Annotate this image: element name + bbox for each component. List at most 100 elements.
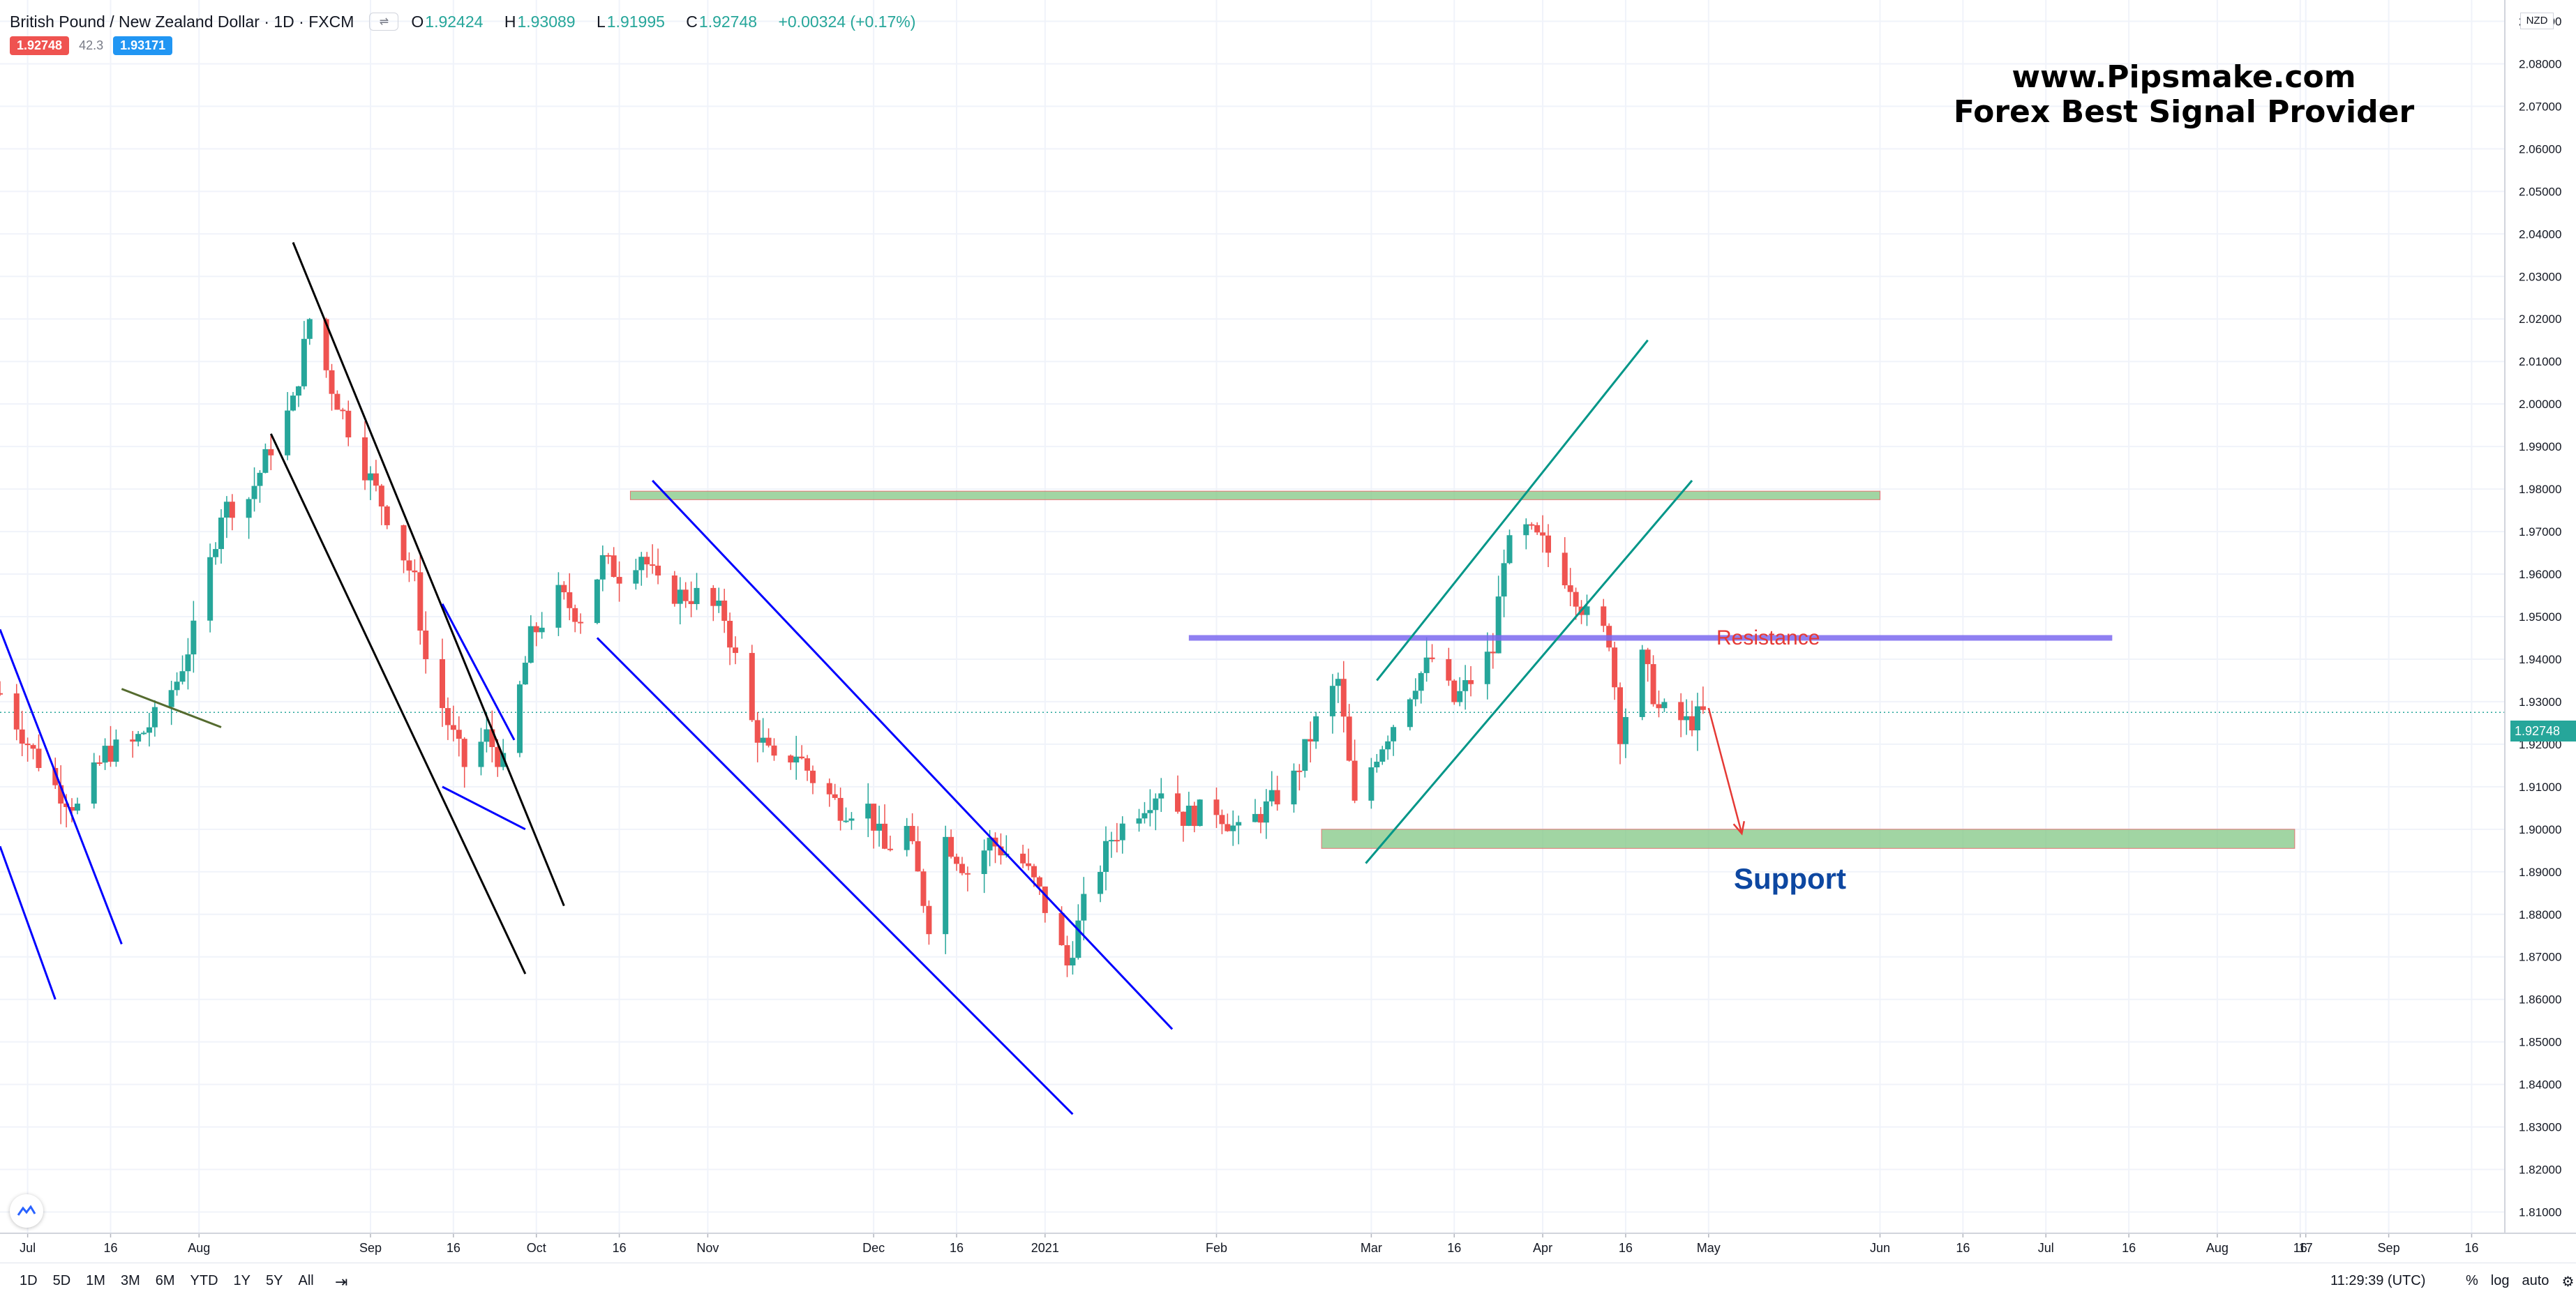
range-1m-button[interactable]: 1M <box>86 1273 105 1288</box>
candle-body <box>1020 853 1026 864</box>
candle-body <box>843 820 849 822</box>
symbol-title[interactable]: British Pound / New Zealand Dollar · 1D … <box>10 12 354 31</box>
candle-body <box>130 739 136 742</box>
range-6m-button[interactable]: 6M <box>155 1273 175 1288</box>
x-tick-label: 16 <box>1956 1241 1970 1255</box>
candle-body <box>295 386 301 396</box>
x-tick-label: Nov <box>696 1241 719 1255</box>
candle-body <box>655 565 661 576</box>
candle-body <box>384 506 390 525</box>
candle-body <box>185 654 191 672</box>
candle-body <box>174 682 180 691</box>
candle-body <box>1114 840 1120 842</box>
candle-body <box>644 557 650 565</box>
candle-body <box>141 732 147 735</box>
watermark: www.Pipsmake.com Forex Best Signal Provi… <box>1891 60 2477 130</box>
tradingview-logo-button[interactable] <box>10 1194 43 1228</box>
price-chart[interactable]: 1.81000 1.82000 1.83000 1.84000 1.85000 1.860… <box>0 0 2576 1263</box>
range-1d-button[interactable]: 1D <box>20 1273 38 1288</box>
candle-body <box>694 587 700 604</box>
trend-line <box>1376 339 1649 682</box>
candle-body <box>1506 535 1513 564</box>
candle-body <box>727 621 733 648</box>
candle-body <box>765 737 772 746</box>
candle-body <box>1622 716 1628 744</box>
candle-body <box>998 846 1004 856</box>
support-zone <box>1321 829 2296 849</box>
candle-body <box>63 803 70 807</box>
range-all-button[interactable]: All <box>298 1273 314 1288</box>
candle-body <box>223 502 230 518</box>
settings-gear-icon[interactable]: ⚙ <box>2561 1274 2575 1290</box>
candle-body <box>1412 691 1418 700</box>
candle-body <box>1545 535 1551 553</box>
candle-body <box>638 557 645 571</box>
candle-body <box>1197 799 1203 827</box>
candle-body <box>1302 739 1308 771</box>
candle-body <box>1340 679 1347 717</box>
candle-body <box>1185 806 1192 826</box>
sell-price-badge[interactable]: 1.92748 <box>10 36 70 55</box>
y-tick-label: 2.01000 <box>2519 355 2561 368</box>
candle-body <box>340 409 346 412</box>
y-tick-label: 2.05000 <box>2519 185 2561 198</box>
trend-line <box>292 241 565 907</box>
go-to-date-icon[interactable]: ⇥ <box>335 1273 348 1290</box>
candle-body <box>555 585 562 628</box>
trend-line <box>441 603 516 741</box>
candle-body <box>58 785 64 804</box>
candle-body <box>1374 761 1380 768</box>
candle-body <box>865 804 871 819</box>
candle-body <box>561 585 567 593</box>
candle-body <box>671 575 677 604</box>
candle-body <box>1230 825 1236 831</box>
candle-body <box>1567 585 1573 592</box>
y-tick-label: 1.85000 <box>2519 1036 2561 1049</box>
y-tick-label: 1.82000 <box>2519 1164 2561 1177</box>
range-3m-button[interactable]: 3M <box>120 1273 140 1288</box>
candle-body <box>69 806 75 811</box>
auto-scale-button[interactable]: auto <box>2522 1273 2549 1288</box>
watermark-url: www.Pipsmake.com <box>2012 59 2356 95</box>
candle-body <box>13 693 20 730</box>
buy-price-badge[interactable]: 1.93171 <box>113 36 173 55</box>
candle-body <box>1457 691 1463 702</box>
range-1y-button[interactable]: 1Y <box>233 1273 251 1288</box>
candle-body <box>799 756 805 759</box>
trend-line <box>0 628 123 944</box>
candle-body <box>484 729 490 742</box>
y-tick-label: 1.84000 <box>2519 1078 2561 1092</box>
candle-body <box>1689 716 1695 731</box>
axes: 1.81000 1.82000 1.83000 1.84000 1.85000 1.860… <box>0 0 2576 1255</box>
candle-body <box>1429 657 1435 659</box>
candles <box>0 317 1706 977</box>
candle-body <box>257 472 263 486</box>
candle-body <box>527 626 534 663</box>
x-tick-label: Jun <box>1870 1241 1890 1255</box>
candle-body <box>964 873 971 875</box>
compare-toggle[interactable]: ⇌ <box>369 13 399 31</box>
candle-body <box>733 647 739 654</box>
range-5d-button[interactable]: 5D <box>52 1273 71 1288</box>
candle-body <box>788 755 794 763</box>
candle-body <box>1064 944 1070 966</box>
range-ytd-button[interactable]: YTD <box>190 1273 218 1288</box>
candle-body <box>400 525 407 561</box>
candle-body <box>1274 790 1280 805</box>
y-tick-label: 1.91000 <box>2519 781 2561 794</box>
candle-body <box>1158 793 1165 799</box>
symbol-header: British Pound / New Zealand Dollar · 1D … <box>10 10 924 33</box>
candle-body <box>611 555 617 578</box>
x-tick-label: Aug <box>2206 1241 2229 1255</box>
percent-scale-button[interactable]: % <box>2466 1273 2478 1288</box>
candle-body <box>909 826 915 841</box>
candle-body <box>771 745 777 756</box>
candle-body <box>1694 706 1700 731</box>
y-tick-label: 1.89000 <box>2519 866 2561 879</box>
currency-label[interactable]: NZD <box>2520 13 2554 29</box>
candle-body <box>74 804 80 811</box>
log-scale-button[interactable]: log <box>2490 1273 2510 1288</box>
range-5y-button[interactable]: 5Y <box>266 1273 283 1288</box>
utc-clock[interactable]: 11:29:39 (UTC) <box>2330 1273 2426 1288</box>
y-tick-label: 2.02000 <box>2519 313 2561 326</box>
